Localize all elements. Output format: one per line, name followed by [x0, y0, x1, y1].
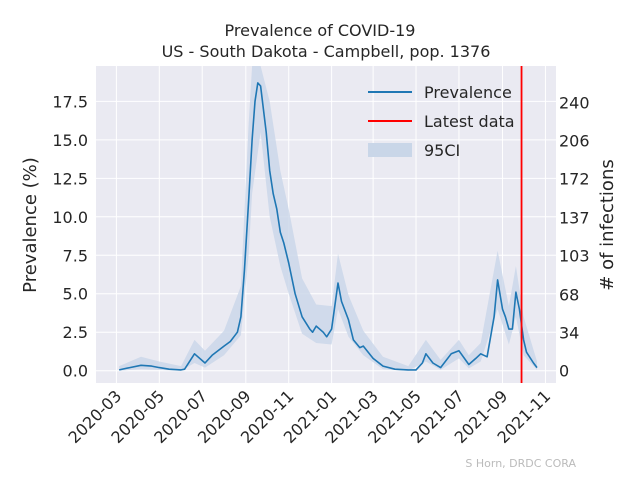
y-right-tick-label: 206: [559, 131, 590, 150]
ci95-band: [119, 66, 537, 371]
y-right-tick-label: 34: [559, 324, 579, 343]
legend-95ci-label: 95CI: [424, 141, 460, 160]
ci-band-layer: [119, 66, 537, 371]
legend: Prevalence Latest data 95CI: [368, 83, 515, 160]
y-right-tick-label: 68: [559, 286, 579, 305]
y-right-tick-label: 0: [559, 362, 569, 381]
legend-latest-data-label: Latest data: [424, 112, 515, 131]
x-axis-ticks: 2020-032020-052020-072020-092020-112021-…: [65, 386, 555, 447]
y-right-tick-label: 172: [559, 169, 590, 188]
prevalence-line: [119, 82, 538, 371]
y-left-tick-label: 0.0: [63, 362, 88, 381]
y-left-tick-label: 2.5: [63, 323, 88, 342]
y-axis-right-ticks: 0 34 68 103 137 172 206 240: [559, 93, 590, 380]
legend-prevalence-label: Prevalence: [424, 83, 512, 102]
y-axis-left-ticks: 0.0 2.5 5.0 7.5 10.0 12.5 15.0 17.5: [52, 92, 88, 380]
y-left-tick-label: 7.5: [63, 246, 88, 265]
y-left-tick-label: 15.0: [52, 131, 88, 150]
y-left-tick-label: 10.0: [52, 208, 88, 227]
y-right-tick-label: 103: [559, 247, 590, 266]
credit-text: S Horn, DRDC CORA: [465, 457, 576, 470]
legend-95ci-swatch: [368, 143, 412, 157]
grid: [96, 66, 556, 383]
y-left-tick-label: 17.5: [52, 92, 88, 111]
y-axis-right-label: # of infections: [597, 159, 618, 290]
y-left-tick-label: 12.5: [52, 169, 88, 188]
chart-title-line1: Prevalence of COVID-19: [225, 21, 416, 40]
y-axis-left-label: Prevalence (%): [20, 157, 41, 293]
y-right-tick-label: 240: [559, 93, 590, 112]
y-right-tick-label: 137: [559, 208, 590, 227]
y-left-tick-label: 5.0: [63, 285, 88, 304]
line-layer: [119, 82, 538, 371]
chart-title-line2: US - South Dakota - Campbell, pop. 1376: [162, 42, 491, 61]
